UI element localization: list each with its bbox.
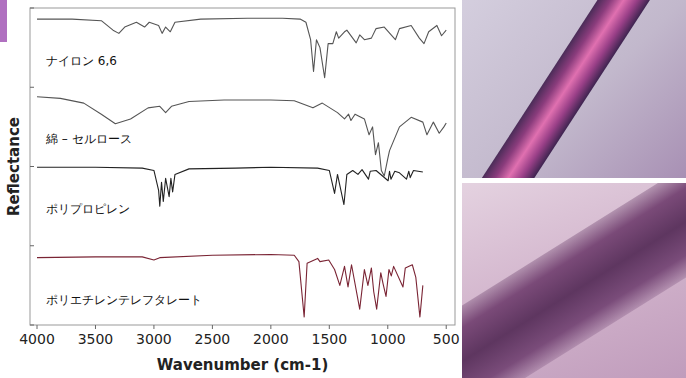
slide-edge: [0, 0, 7, 42]
spectrum-line: [37, 167, 423, 206]
y-axis-title: Reflectance: [5, 117, 23, 216]
x-tick: [212, 325, 213, 329]
y-tick: [30, 8, 34, 9]
spectrum-line: [37, 97, 446, 176]
spectra-chart: 4000 3500 3000 2500 2000 1500 1000 500 Wavenumbe…: [0, 0, 460, 378]
x-tick: [37, 325, 38, 329]
x-tick: [95, 325, 96, 329]
x-tick-label: 500: [433, 331, 460, 347]
spectrum-line: [37, 254, 423, 317]
plot-frame: [30, 8, 455, 325]
series-label: ナイロン 6,6: [46, 54, 117, 68]
x-axis-title: Wavenumber (cm-1): [157, 356, 329, 374]
x-tick-label: 1000: [370, 331, 406, 347]
x-tick-label: 1500: [311, 331, 347, 347]
x-tick: [329, 325, 330, 329]
x-tick-label: 3500: [78, 331, 114, 347]
spectrum-line: [37, 18, 446, 77]
x-tick: [387, 325, 388, 329]
x-tick-label: 4000: [19, 331, 55, 347]
series-label: 綿 – セルロース: [45, 132, 132, 146]
x-tick: [153, 325, 154, 329]
fiber-bundle: [462, 183, 686, 378]
x-tick-label: 2000: [253, 331, 289, 347]
x-tick-label: 2500: [195, 331, 231, 347]
y-tick: [30, 245, 34, 246]
y-tick: [30, 166, 34, 167]
fiber-photo-top: [462, 0, 686, 178]
x-tick: [270, 325, 271, 329]
x-tick-label: 3000: [136, 331, 172, 347]
series-label: ポリプロピレン: [46, 202, 130, 216]
fiber-strand: [470, 0, 654, 178]
y-tick: [30, 325, 34, 326]
x-tick: [446, 325, 447, 329]
fiber-photo-bottom: [462, 183, 686, 378]
series-label: ポリエチレンテレフタレート: [46, 293, 202, 307]
series-group: [37, 18, 446, 317]
y-tick: [30, 87, 34, 88]
